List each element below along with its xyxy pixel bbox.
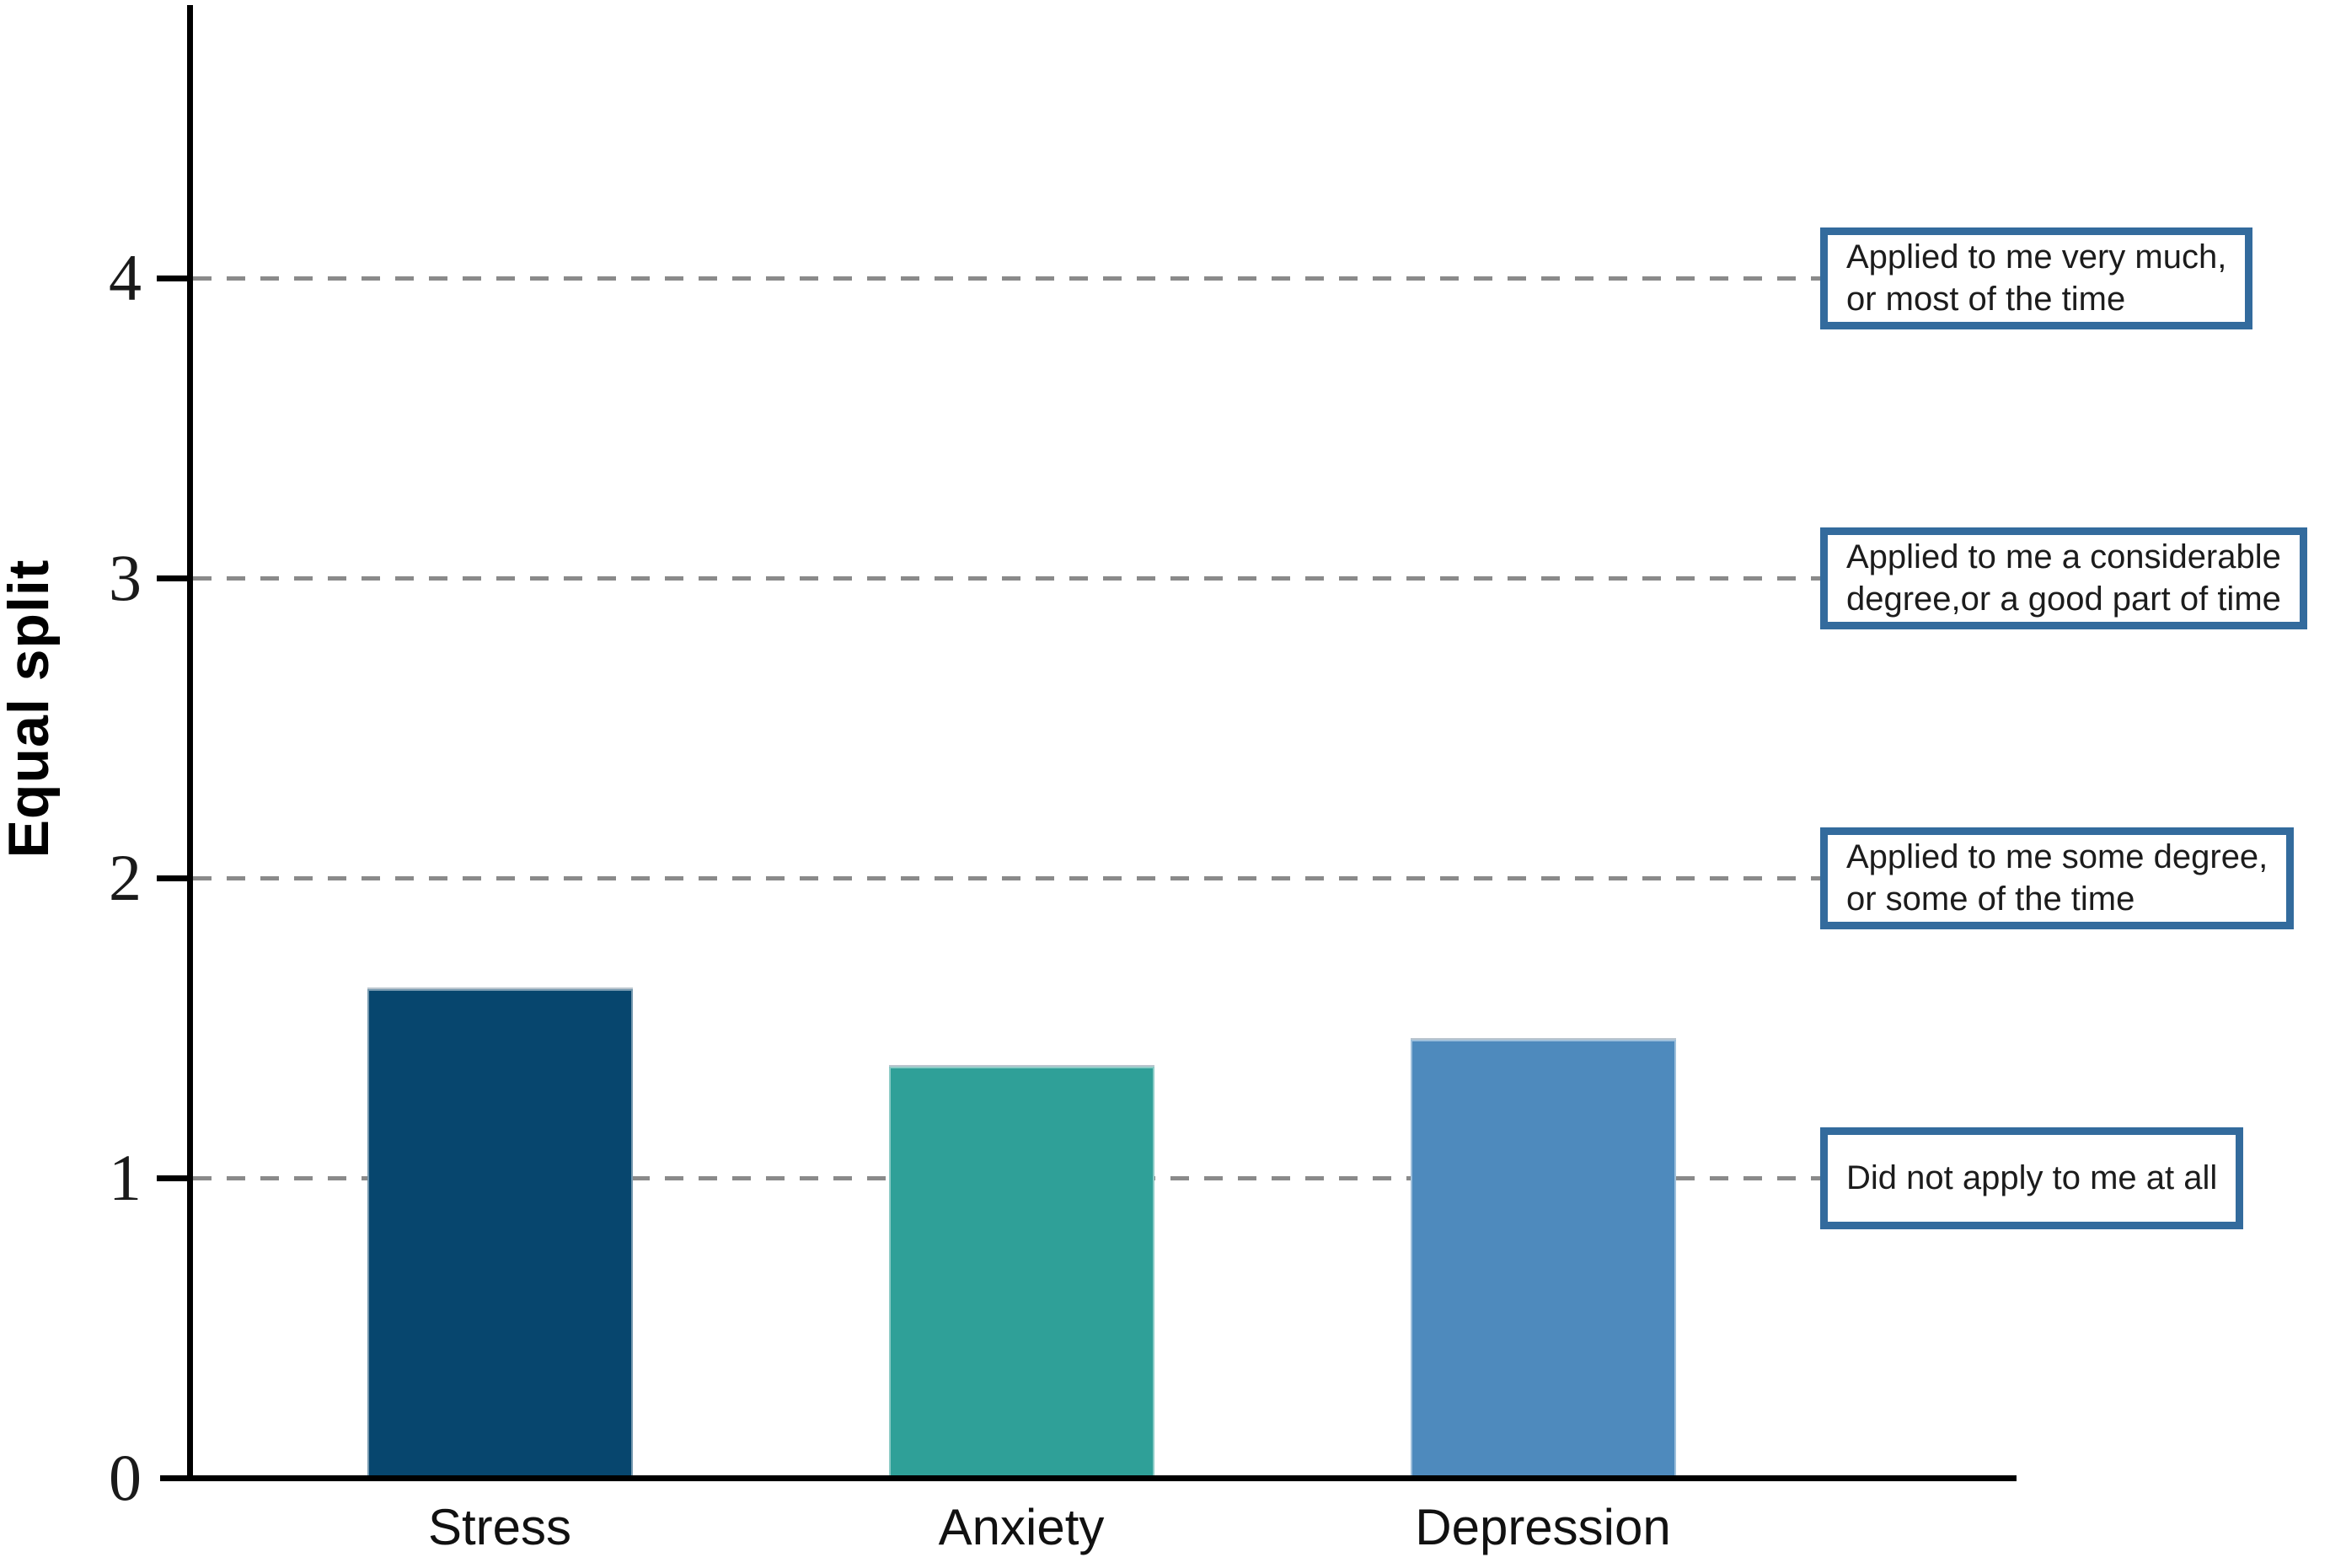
x-tick-label-depression: Depression <box>1415 1499 1671 1555</box>
y-tick-label-4: 4 <box>109 241 142 314</box>
bar-anxiety <box>888 1067 1154 1478</box>
y-axis-line <box>187 5 193 1481</box>
y-tick-label-2: 2 <box>109 841 142 914</box>
annotation-box-2: Applied to me some degree, or some of the… <box>1820 827 2295 929</box>
annotation-text-line: or some of the time <box>1846 880 2135 918</box>
y-tick-label-3: 3 <box>109 541 142 614</box>
annotation-text-line: or most of the time <box>1846 281 2126 318</box>
annotation-box-4: Applied to me very much, or most of the t… <box>1820 227 2253 329</box>
y-tick-label-0: 0 <box>109 1441 142 1514</box>
y-tick-mark-1 <box>157 1175 190 1181</box>
x-axis-line <box>160 1475 2017 1481</box>
y-tick-mark-4 <box>157 276 190 281</box>
y-tick-mark-2 <box>157 875 190 881</box>
annotation-box-1: Did not apply to me at all <box>1820 1126 2244 1229</box>
gridline-y3 <box>193 576 1820 581</box>
x-tick-label-stress: Stress <box>427 1499 572 1555</box>
annotation-text-line: Did not apply to me at all <box>1846 1159 2218 1196</box>
gridline-y2 <box>193 876 1820 880</box>
y-tick-label-1: 1 <box>109 1141 142 1214</box>
y-tick-mark-3 <box>157 575 190 581</box>
annotation-text-line: Applied to me very much, <box>1846 238 2227 276</box>
y-axis-title: Equal split <box>0 559 61 859</box>
annotation-text-line: Applied to me a considerable <box>1846 538 2281 575</box>
gridline-y4 <box>193 276 1820 281</box>
annotation-text-line: degree,or a good part of time <box>1846 581 2281 618</box>
bar-depression <box>1410 1040 1676 1478</box>
annotation-box-3: Applied to me a considerable degree,or a … <box>1820 527 2307 629</box>
bar-stress <box>367 989 633 1478</box>
x-tick-label-anxiety: Anxiety <box>938 1499 1105 1555</box>
annotation-text-line: Applied to me some degree, <box>1846 838 2268 875</box>
